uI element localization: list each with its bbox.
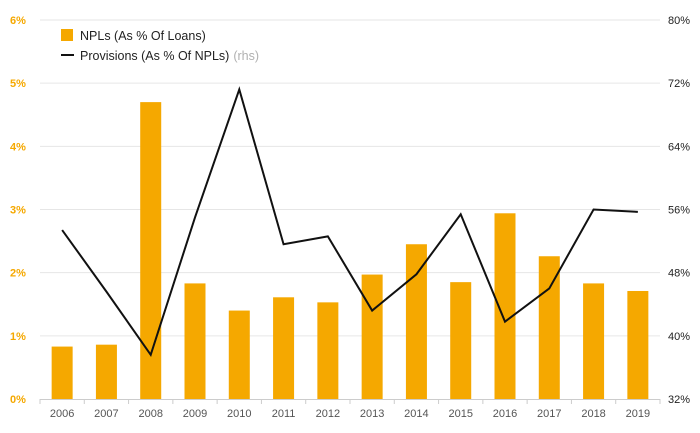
gridlines — [40, 19, 660, 337]
y-left-tick-label: 5% — [10, 78, 26, 90]
bar-npl — [583, 283, 605, 399]
x-tick-label: 2008 — [138, 408, 162, 420]
y-left-tick-label: 2% — [10, 268, 26, 280]
x-tick-label: 2015 — [448, 408, 472, 420]
y-right-tick-label: 32% — [668, 394, 690, 406]
legend-rhs-note: (rhs) — [233, 49, 259, 63]
bar-npl — [317, 302, 339, 399]
x-tick-label: 2012 — [316, 408, 340, 420]
x-tick-label: 2019 — [626, 408, 650, 420]
bar-npl — [228, 310, 250, 399]
legend-provisions-name: Provisions (As % Of NPLs) — [80, 49, 229, 63]
x-tick-label: 2018 — [581, 408, 605, 420]
legend: NPLs (As % Of Loans) Provisions (As % Of… — [61, 29, 259, 63]
x-tick-label: 2014 — [404, 408, 428, 420]
y-right-tick-label: 56% — [668, 205, 690, 217]
bar-npl — [450, 282, 472, 399]
y-left-tick-label: 1% — [10, 331, 26, 343]
bar-npl — [627, 290, 649, 399]
legend-label-npls: NPLs (As % Of Loans) — [80, 29, 206, 43]
legend-swatch-npls — [61, 29, 73, 41]
x-tick-label: 2006 — [50, 408, 74, 420]
bar-npl — [51, 346, 73, 399]
bar-npl — [494, 213, 516, 399]
bar-npl — [405, 244, 427, 399]
y-left-tick-label: 3% — [10, 205, 26, 217]
y-left-tick-label: 6% — [10, 15, 26, 27]
y-left-tick-label: 4% — [10, 141, 26, 153]
y-right-tick-label: 48% — [668, 268, 690, 280]
x-tick-label: 2011 — [272, 408, 296, 420]
x-tick-label: 2007 — [94, 408, 118, 420]
y-right-tick-label: 80% — [668, 15, 690, 27]
npl-bars — [51, 102, 649, 399]
bar-npl — [273, 297, 295, 399]
provisions-line — [61, 86, 638, 358]
line-provisions — [61, 86, 638, 358]
x-tick-label: 2017 — [537, 408, 561, 420]
bar-npl — [538, 256, 560, 399]
legend-label-provisions: Provisions (As % Of NPLs) (rhs) — [80, 49, 259, 63]
bar-npl — [361, 274, 383, 399]
y-right-tick-label: 64% — [668, 141, 690, 153]
bar-npl — [184, 283, 206, 399]
axes: 0% 32% 1% 40% 2% 48% 3% 56% 4% 64% 5% 72% 6% 80% 2006 2… — [10, 15, 690, 420]
x-tick-label: 2016 — [493, 408, 517, 420]
x-tick-label: 2010 — [227, 408, 251, 420]
x-tick-label: 2013 — [360, 408, 384, 420]
y-right-tick-label: 40% — [668, 331, 690, 343]
y-left-tick-label: 0% — [10, 394, 26, 406]
x-tick-label: 2009 — [183, 408, 207, 420]
y-right-tick-label: 72% — [668, 78, 690, 90]
bar-npl — [140, 102, 162, 399]
bar-npl — [95, 344, 117, 399]
